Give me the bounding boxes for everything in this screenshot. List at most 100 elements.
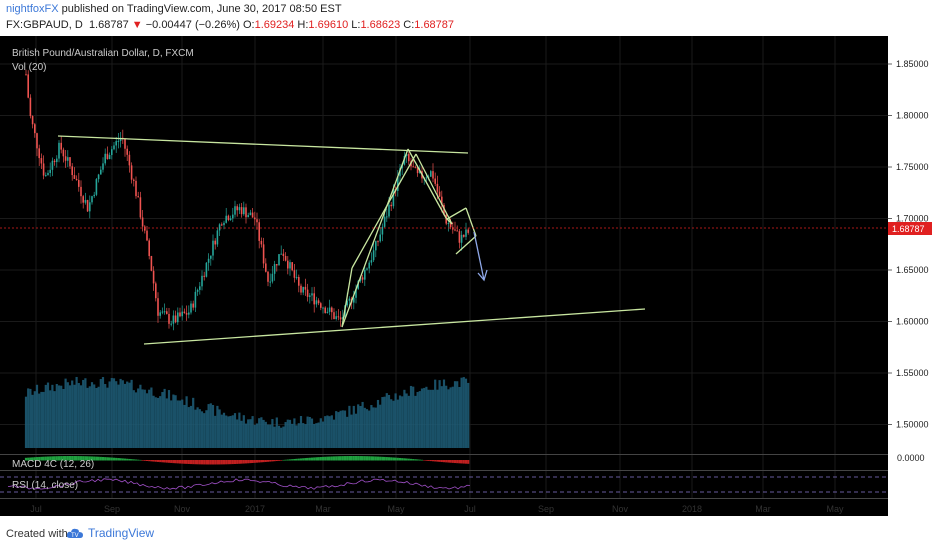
macd-bar: [247, 460, 250, 464]
macd-bar: [99, 456, 102, 461]
candle-body: [60, 142, 62, 150]
volume-bar: [269, 424, 272, 448]
macd-bar: [361, 456, 364, 461]
x-tick-label: Sep: [538, 504, 554, 514]
macd-bar: [161, 460, 164, 463]
volume-bar: [82, 379, 85, 448]
macd-bar: [205, 460, 208, 465]
candle-body: [84, 200, 87, 203]
trendline: [415, 153, 453, 225]
candle-body: [223, 222, 225, 226]
macd-bar: [29, 457, 32, 461]
macd-bar: [218, 460, 221, 465]
macd-bar: [196, 460, 199, 465]
candle-body: [381, 226, 384, 235]
macd-bar: [429, 460, 432, 462]
volume-bar: [372, 407, 375, 448]
volume-bar: [75, 376, 78, 448]
volume-bar: [187, 407, 190, 448]
volume-bar: [335, 411, 338, 448]
candle-body: [390, 204, 392, 207]
candle-body: [256, 219, 258, 223]
candle-body: [161, 311, 164, 313]
volume-bar: [385, 393, 388, 448]
macd-bar: [324, 456, 327, 461]
macd-bar: [348, 456, 351, 461]
x-tick-label: Jul: [464, 504, 476, 514]
macd-bar: [156, 460, 160, 462]
candle-body: [133, 179, 135, 181]
volume-bar: [77, 383, 80, 448]
volume-bar: [244, 423, 248, 448]
trendline: [143, 308, 646, 345]
y-axis-labels: 1.85000 1.80000 1.75000 1.70000 1.65000 1.600…: [888, 59, 929, 430]
volume-bar: [398, 395, 402, 448]
volume-bar: [178, 400, 182, 448]
volume-bar: [423, 387, 426, 448]
volume-bar: [456, 381, 459, 448]
candle-body: [185, 313, 188, 315]
macd-bar: [79, 456, 83, 461]
volume-bar: [247, 419, 250, 448]
candle-body: [93, 194, 95, 197]
macd-bar: [68, 456, 72, 461]
candle-body: [245, 207, 247, 218]
macd-bar: [337, 456, 340, 461]
macd-bar: [143, 460, 146, 461]
volume-bar: [205, 410, 208, 448]
macd-bar: [240, 460, 243, 464]
candle-body: [73, 175, 76, 179]
candle-body: [27, 74, 29, 98]
author-link[interactable]: nightfoxFX: [6, 3, 59, 15]
macd-bar: [187, 460, 190, 464]
macd-bar: [354, 456, 358, 461]
chart-area[interactable]: 1.85000 1.80000 1.75000 1.70000 1.65000 1.600…: [0, 36, 932, 516]
macd-bar: [383, 456, 386, 461]
macd-label: MACD 4C (12, 26): [12, 459, 94, 470]
candle-body: [148, 240, 150, 257]
macd-bar: [123, 458, 127, 461]
candle-body: [342, 317, 344, 320]
volume-bar: [159, 396, 162, 448]
price-chart[interactable]: 1.85000 1.80000 1.75000 1.70000 1.65000 1.600…: [0, 36, 932, 516]
candle-body: [203, 275, 205, 277]
volume-bar: [29, 388, 32, 448]
macd-bar: [27, 457, 30, 461]
volume-bar: [310, 418, 314, 448]
candle-body: [232, 214, 234, 219]
volume-bar: [165, 398, 168, 448]
macd-bar: [431, 460, 435, 462]
volume-bar: [242, 415, 245, 448]
volume-bar: [467, 382, 470, 448]
volume-bar: [339, 410, 342, 448]
macd-bar: [117, 458, 120, 461]
trendline: [341, 267, 353, 328]
tradingview-link[interactable]: TV TradingView: [66, 526, 154, 540]
macd-bar: [62, 456, 65, 461]
volume-bar: [390, 399, 393, 448]
macd-bar: [350, 456, 353, 461]
price-axis[interactable]: [888, 36, 932, 516]
volume-bar: [183, 404, 186, 448]
symbol-label: FX:GBPAUD, D: [6, 19, 83, 31]
candle-body: [214, 240, 216, 245]
macd-bar: [374, 456, 377, 461]
macd-bar: [46, 456, 50, 461]
volume-bar: [429, 389, 432, 448]
candle-body: [287, 260, 289, 269]
volume-bar: [403, 389, 406, 448]
macd-bar: [427, 460, 430, 461]
volume-bar: [130, 379, 133, 448]
candle-body: [412, 166, 414, 168]
macd-bar: [128, 458, 131, 461]
candle-body: [194, 291, 197, 308]
candle-body: [146, 230, 148, 241]
candle-body: [254, 217, 256, 220]
candle-body: [463, 234, 465, 237]
candle-body: [432, 171, 434, 179]
x-tick-label: Mar: [315, 504, 331, 514]
volume-bar: [225, 415, 228, 448]
candle-body: [152, 270, 155, 284]
candle-body: [284, 255, 287, 261]
candle-body: [183, 311, 186, 314]
